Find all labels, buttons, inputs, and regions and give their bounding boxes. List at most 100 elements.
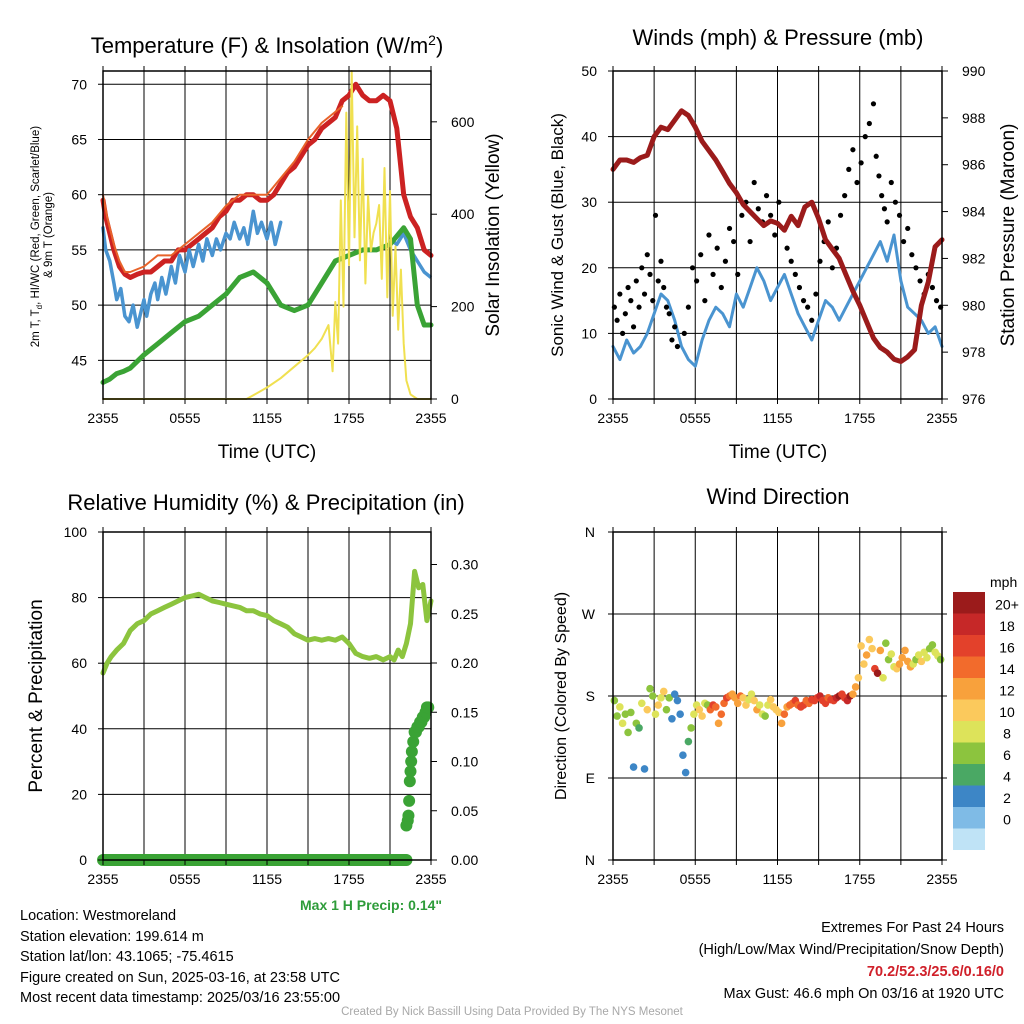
direction-point <box>637 699 646 708</box>
gust-point <box>694 278 700 284</box>
gust-point <box>933 298 940 304</box>
gust-point <box>714 245 720 251</box>
humidity-panel: Relative Humidity (%) & Precipitation (i… <box>26 490 478 887</box>
wind-xtick-label: 2355 <box>597 410 628 426</box>
gust-point <box>655 278 661 284</box>
gust-point <box>666 311 672 317</box>
gust-point <box>876 173 882 179</box>
winds-ylabel: Sonic Wind & Gust (Blue, Black) <box>548 113 567 357</box>
direction-point <box>635 724 643 732</box>
gust-point <box>622 311 628 317</box>
extremes-values: 70.2/52.3/25.6/0.16/0 <box>866 964 1004 980</box>
colorbar-swatch <box>953 764 985 786</box>
colorbar-swatch <box>953 592 985 614</box>
gust-point <box>710 271 716 277</box>
gust-point <box>837 212 844 218</box>
colorbar-label: 2 <box>1003 790 1011 806</box>
max-precip-annotation: Max 1 H Precip: 0.14" <box>300 897 443 913</box>
colorbar-swatch <box>953 656 985 678</box>
direction-point <box>917 657 926 666</box>
rh-ytick-label: 20 <box>71 786 87 802</box>
gust-point <box>747 238 753 245</box>
gust-point <box>661 284 667 291</box>
colorbar-swatch <box>953 742 985 764</box>
wind-ytick-label: 50 <box>581 63 597 79</box>
gust-point <box>870 101 877 107</box>
winds-plot <box>610 101 945 368</box>
rh-ytick-label: 80 <box>71 590 87 606</box>
humidity-ylabel: Percent & Precipitation <box>26 599 47 792</box>
created-text: Figure created on Sun, 2025-03-16, at 23… <box>20 969 340 986</box>
wind-y2tick-label: 986 <box>962 157 986 173</box>
gust-point <box>669 337 675 343</box>
max-gust-text: Max Gust: 46.6 mph On 03/16 at 1920 UTC <box>723 986 1004 1002</box>
gust-point <box>735 271 741 277</box>
dir-xtick-label: 1155 <box>762 871 792 887</box>
direction-panel: Wind Direction 2355 0555 1155 1755 2355NESWN… <box>553 484 1019 887</box>
gust-point <box>829 265 835 271</box>
temp-ytick-label: 55 <box>71 242 87 258</box>
direction-point <box>627 708 635 717</box>
humidity-plot <box>97 568 435 866</box>
temp-y2tick-label: 600 <box>451 114 475 130</box>
wind-ytick-label: 40 <box>581 129 597 145</box>
direction-point <box>712 703 720 711</box>
wind-y2tick-label: 984 <box>962 204 986 220</box>
rh-ytick-label: 100 <box>64 524 88 540</box>
gust-point <box>881 206 888 212</box>
gust-point <box>858 160 864 166</box>
gust-point <box>641 291 648 297</box>
dir-xtick-label: 2355 <box>926 871 957 887</box>
direction-point <box>651 710 660 719</box>
latlon-text: Station lat/lon: 43.1065; -75.4615 <box>20 949 234 965</box>
gust-point <box>731 238 737 245</box>
direction-point <box>648 692 657 700</box>
gust-point <box>879 193 885 199</box>
wind-ytick-label: 30 <box>581 194 597 210</box>
direction-point <box>624 728 632 737</box>
temp-line <box>100 81 434 280</box>
winds-xlabel: Time (UTC) <box>729 442 828 463</box>
wind-xtick-label: 1155 <box>762 410 792 426</box>
direction-point <box>936 655 945 664</box>
gust-point <box>905 225 911 232</box>
colorbar-label: 12 <box>999 683 1015 699</box>
wind-y2tick-label: 982 <box>962 250 986 266</box>
temp-y2tick-label: 400 <box>451 206 475 222</box>
precip-point <box>403 775 416 788</box>
direction-point <box>695 705 704 714</box>
colorbar-swatch <box>953 635 985 657</box>
gust-point <box>772 232 778 238</box>
gust-point <box>658 258 664 264</box>
winds-y2label: Station Pressure (Maroon) <box>998 124 1019 347</box>
direction-point <box>654 701 663 709</box>
recent-text: Most recent data timestamp: 2025/03/16 2… <box>20 990 341 1006</box>
gust-point <box>825 219 831 225</box>
elevation-text: Station elevation: 199.614 m <box>20 928 204 945</box>
gust-point <box>726 225 733 232</box>
gust-point <box>614 317 620 323</box>
direction-point <box>780 710 789 719</box>
direction-point <box>851 683 860 691</box>
gust-point <box>681 330 687 336</box>
direction-point <box>679 751 687 760</box>
precip-point <box>403 794 416 807</box>
gust-point <box>630 324 637 330</box>
gust-point <box>633 278 639 284</box>
dir-ytick-label: W <box>582 606 596 622</box>
insolation-line <box>102 70 432 400</box>
rh-line <box>100 568 434 676</box>
colorbar-swatch <box>953 699 985 721</box>
colorbar-label: 8 <box>1003 726 1011 742</box>
credit-text: Created By Nick Bassill Using Data Provi… <box>341 1006 683 1018</box>
winds-panel: Winds (mph) & Pressure (mb) 2355 0555 1155… <box>548 25 1019 463</box>
rh-y2tick-label: 0.30 <box>451 557 478 573</box>
colorbar-label: 20+ <box>995 597 1019 613</box>
pressure-line <box>610 108 945 364</box>
direction-point <box>714 719 723 728</box>
colorbar-swatch <box>953 785 985 807</box>
colorbar-swatch <box>953 613 985 635</box>
temp-ytick-label: 70 <box>71 76 87 92</box>
rh-y2tick-label: 0.10 <box>451 754 478 770</box>
direction-point <box>733 699 742 708</box>
